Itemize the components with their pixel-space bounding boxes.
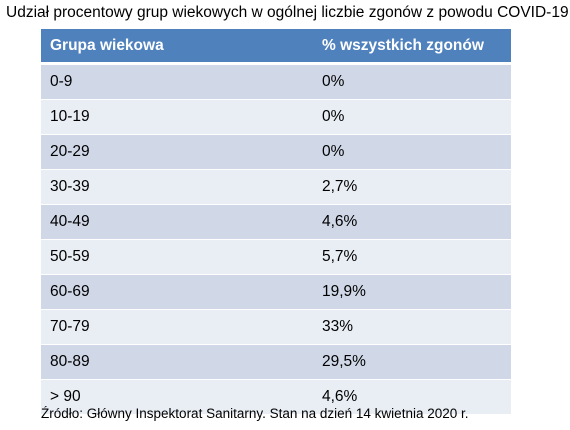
age-group-cell: 0-9 <box>41 63 313 100</box>
table-row: 80-89 29,5% <box>41 344 511 380</box>
table-row: 50-59 5,7% <box>41 239 511 275</box>
age-group-cell: 60-69 <box>41 274 313 310</box>
percent-cell: 2,7% <box>313 169 511 205</box>
table-row: 70-79 33% <box>41 309 511 345</box>
table-row: > 90 4,6% <box>41 379 511 415</box>
age-group-cell: 80-89 <box>41 344 313 380</box>
percent-cell: 5,7% <box>313 239 511 275</box>
percent-cell: 4,6% <box>313 204 511 240</box>
table-row: 40-49 4,6% <box>41 204 511 240</box>
table-row: 30-39 2,7% <box>41 169 511 205</box>
age-group-cell: 20-29 <box>41 134 313 170</box>
percent-cell: 19,9% <box>313 274 511 310</box>
table-row: 0-9 0% <box>41 63 511 100</box>
percent-cell: 4,6% <box>313 379 511 415</box>
table-row: 20-29 0% <box>41 134 511 170</box>
data-table: Grupa wiekowa % wszystkich zgonów 0-9 0% 1… <box>41 29 511 415</box>
source-note: Źródło: Główny Inspektorat Sanitarny. St… <box>41 406 469 421</box>
age-group-cell: 10-19 <box>41 99 313 135</box>
percent-cell: 0% <box>313 134 511 170</box>
column-header-percent: % wszystkich zgonów <box>313 29 511 65</box>
chart-title: Udział procentowy grup wiekowych w ogóln… <box>6 4 569 21</box>
table-row: 10-19 0% <box>41 99 511 135</box>
table-header-row: Grupa wiekowa % wszystkich zgonów <box>41 29 511 65</box>
column-header-age-group: Grupa wiekowa <box>41 29 313 65</box>
percent-cell: 33% <box>313 309 511 345</box>
percent-cell: 0% <box>313 63 511 100</box>
percent-cell: 29,5% <box>313 344 511 380</box>
age-group-cell: 50-59 <box>41 239 313 275</box>
age-group-cell: 70-79 <box>41 309 313 345</box>
age-group-cell: 40-49 <box>41 204 313 240</box>
percent-cell: 0% <box>313 99 511 135</box>
age-group-cell: > 90 <box>41 379 313 415</box>
age-group-cell: 30-39 <box>41 169 313 205</box>
table-body: 0-9 0% 10-19 0% 20-29 0% 30-39 2,7% 40-49 4,6% 50-… <box>41 63 511 415</box>
table-row: 60-69 19,9% <box>41 274 511 310</box>
